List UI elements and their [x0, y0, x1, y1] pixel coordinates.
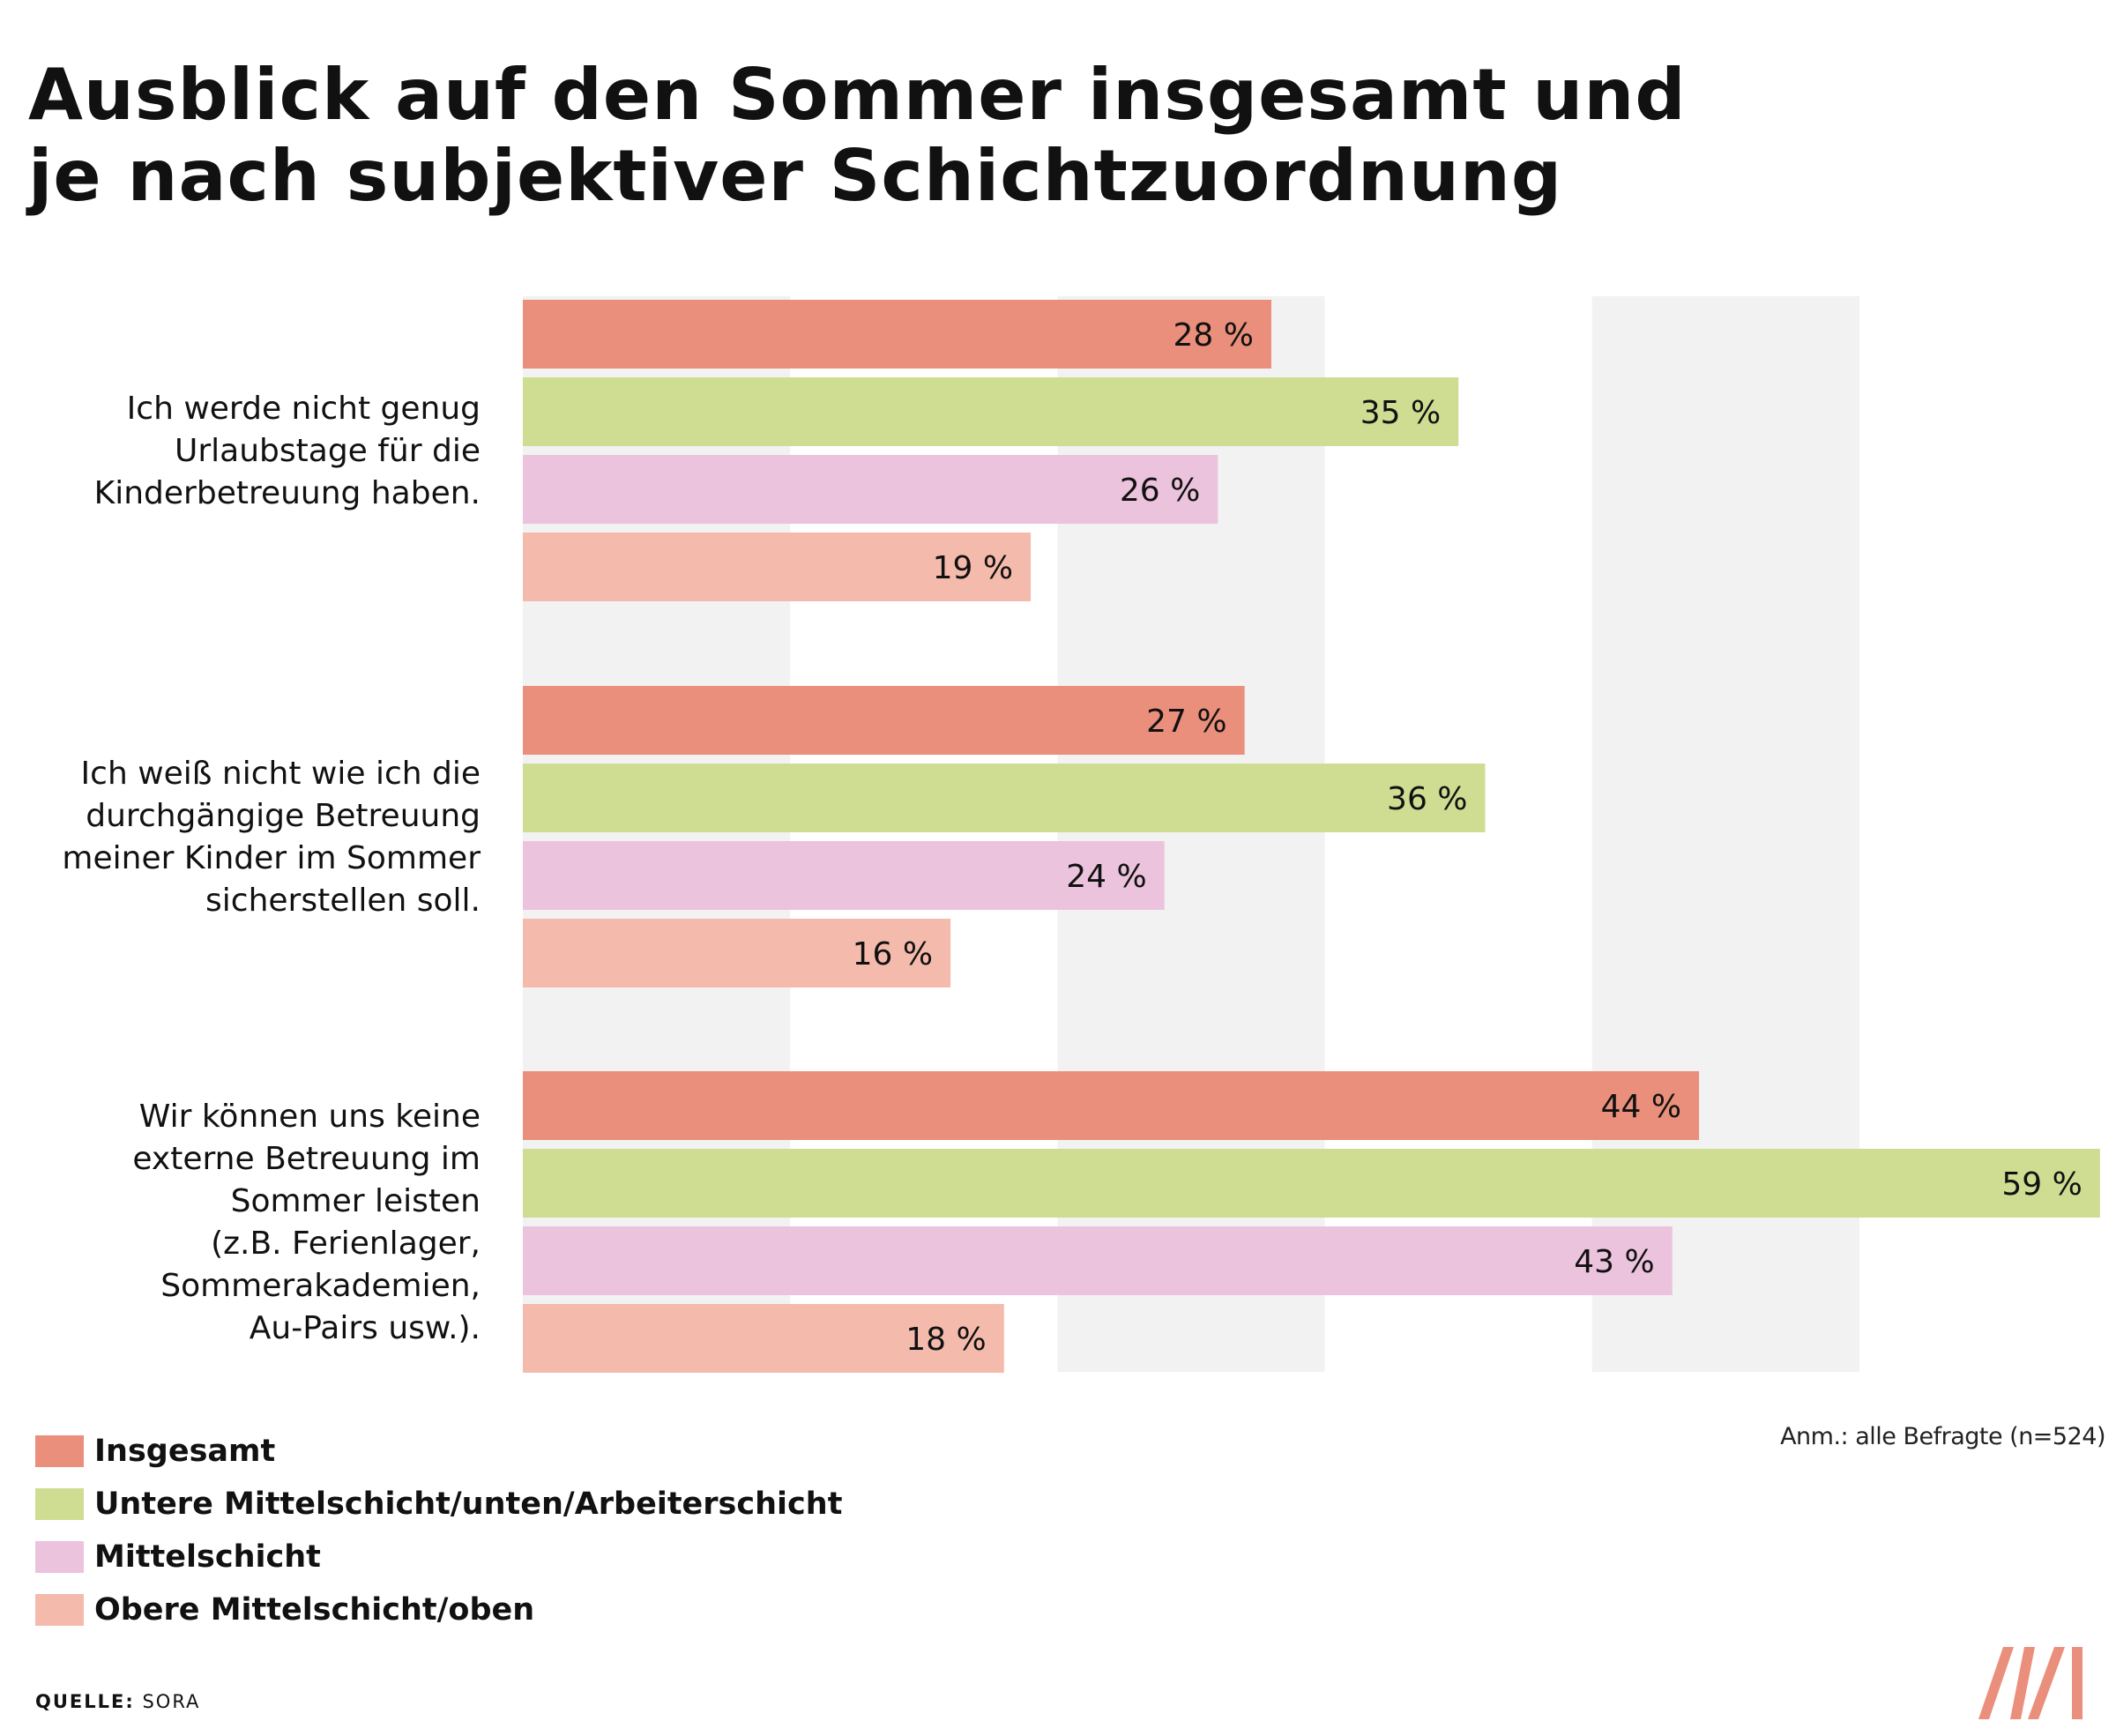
chart-title-line-2: je nach subjektiver Schichtzuordnung: [28, 135, 1563, 217]
bar-value-label: 28 %: [1173, 317, 1253, 354]
logo-stroke: [2010, 1647, 2035, 1719]
bar-value-label: 59 %: [2001, 1166, 2082, 1203]
bar-value-label: 26 %: [1120, 473, 1200, 509]
category-label: Wir können uns keine externe Betreuung im…: [132, 1099, 481, 1346]
bar: [523, 533, 1032, 601]
category-label-line: Sommerakademien,: [160, 1268, 481, 1304]
sample-note: Anm.: alle Befragte (n=524): [1780, 1423, 2105, 1450]
category-label-line: Au-Pairs usw.).: [250, 1310, 481, 1346]
bar-value-label: 36 %: [1387, 781, 1467, 817]
bar: [523, 764, 1486, 832]
category-label-line: sicherstellen soll.: [205, 883, 481, 919]
bar-value-label: 44 %: [1601, 1089, 1681, 1125]
legend-swatch: [35, 1435, 84, 1467]
bar-value-label: 19 %: [933, 550, 1013, 586]
legend-label: Obere Mittelschicht/oben: [94, 1592, 535, 1628]
bar: [523, 1304, 1004, 1373]
logo-stroke: [1978, 1647, 2014, 1719]
source-label: QUELLE:: [35, 1691, 135, 1712]
logo-stroke: [2028, 1647, 2065, 1719]
category-label-line: Ich weiß nicht wie ich die: [81, 756, 481, 792]
legend-swatch: [35, 1594, 84, 1626]
source-credit: QUELLE: SORA: [35, 1691, 200, 1712]
legend-label: Insgesamt: [94, 1434, 276, 1469]
chart-title-line-1: Ausblick auf den Sommer insgesamt und: [28, 54, 1687, 136]
legend: Insgesamt Untere Mittelschicht/unten/Arb…: [35, 1425, 842, 1636]
legend-item-untere-mittelschicht: Untere Mittelschicht/unten/Arbeiterschic…: [35, 1478, 842, 1531]
bars: [523, 300, 2100, 1373]
legend-item-insgesamt: Insgesamt: [35, 1425, 842, 1478]
category-label-line: Wir können uns keine: [139, 1099, 481, 1135]
category-label-line: Ich werde nicht genug: [127, 391, 481, 427]
legend-label: Untere Mittelschicht/unten/Arbeiterschic…: [94, 1486, 843, 1522]
bar: [523, 1226, 1673, 1295]
legend-label: Mittelschicht: [94, 1539, 321, 1575]
category-label-line: meiner Kinder im Sommer: [62, 840, 481, 876]
bar: [523, 919, 951, 987]
category-label-line: Urlaubstage für die: [175, 433, 481, 469]
category-label-line: durchgängige Betreuung: [86, 798, 481, 834]
bar-value-label: 18 %: [905, 1322, 986, 1358]
legend-item-mittelschicht: Mittelschicht: [35, 1531, 842, 1583]
bar: [523, 686, 1245, 755]
bar: [523, 1149, 2100, 1218]
category-label-line: (z.B. Ferienlager,: [211, 1226, 481, 1262]
logo-stroke: [2072, 1647, 2082, 1719]
bar: [523, 377, 1459, 446]
category-label-line: Sommer leisten: [231, 1183, 481, 1219]
bar: [523, 841, 1165, 910]
bar-value-labels: 28 % 35 % 26 % 19 % 27 % 36 % 24 % 16 % 44 % 59 %…: [853, 317, 2082, 1358]
bar-value-label: 35 %: [1360, 395, 1441, 431]
legend-swatch: [35, 1488, 84, 1520]
category-label: Ich werde nicht genug Urlaubstage für die…: [94, 391, 481, 511]
category-label-line: externe Betreuung im: [132, 1141, 481, 1177]
category-label-line: Kinderbetreuung haben.: [94, 475, 481, 511]
bar-value-label: 24 %: [1066, 859, 1146, 895]
bar-value-label: 43 %: [1574, 1244, 1654, 1280]
legend-item-obere-mittelschicht: Obere Mittelschicht/oben: [35, 1583, 842, 1636]
bar-value-label: 16 %: [853, 936, 933, 972]
source-value: SORA: [142, 1691, 201, 1712]
category-labels: Ich werde nicht genug Urlaubstage für die…: [62, 391, 481, 1346]
bar-value-label: 27 %: [1146, 704, 1226, 740]
category-label: Ich weiß nicht wie ich die durchgängige B…: [62, 756, 481, 919]
bar: [523, 455, 1218, 524]
bar: [523, 300, 1271, 369]
chart-title: Ausblick auf den Sommer insgesamt und je…: [28, 55, 1687, 217]
legend-swatch: [35, 1541, 84, 1573]
brand-logo-icon: [1978, 1647, 2082, 1719]
bar: [523, 1071, 1700, 1140]
